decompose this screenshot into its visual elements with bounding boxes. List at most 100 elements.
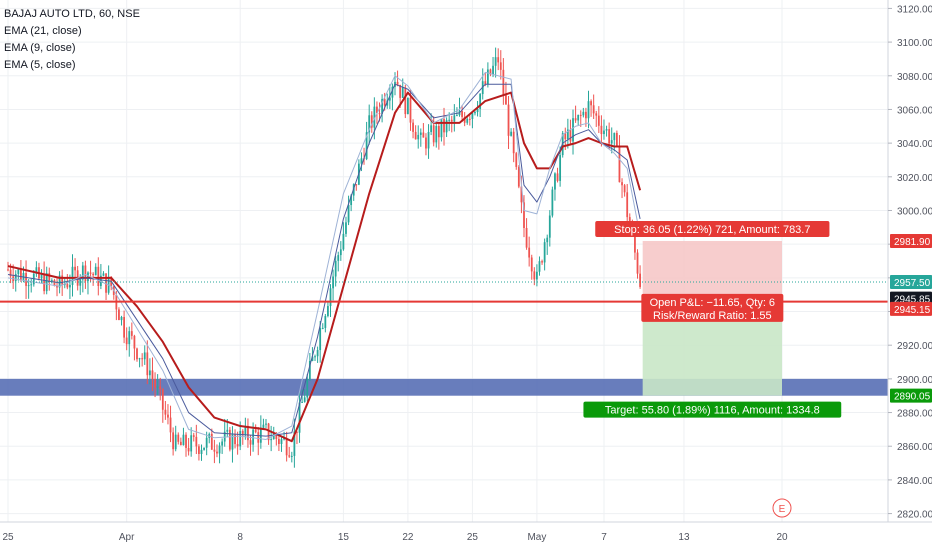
candle-body: [494, 57, 497, 66]
candle-body: [79, 279, 82, 286]
candle-body: [288, 455, 291, 457]
indicator-ema5[interactable]: EMA (5, close): [4, 59, 76, 71]
candle-body: [185, 434, 187, 448]
candle-body: [270, 439, 273, 441]
candle-body: [566, 129, 569, 140]
candle-body: [350, 195, 353, 206]
candle-body: [450, 119, 453, 122]
candle-body: [515, 153, 518, 167]
candle-body: [546, 237, 549, 243]
pnl-text: Open P&L: −11.65, Qty: 6: [650, 297, 775, 309]
candle-body: [146, 352, 149, 376]
candle-body: [474, 112, 476, 114]
candle-body: [167, 414, 169, 418]
price-tag-stop: 2981.90: [890, 233, 932, 248]
candle-body: [456, 115, 458, 117]
candle-body: [461, 111, 463, 117]
candle-body: [432, 125, 435, 143]
candle-body: [27, 285, 30, 287]
candle-body: [205, 437, 208, 448]
price-tag-bg: [890, 275, 932, 290]
candle-body: [133, 335, 136, 349]
candle-body: [56, 285, 58, 288]
candle-body: [159, 386, 162, 390]
candle-body: [603, 130, 605, 135]
price-tick-label: 3000.00: [897, 206, 932, 217]
candle-body: [182, 434, 185, 446]
candle-body: [234, 434, 236, 445]
candle-body: [239, 430, 242, 447]
candle-body: [154, 379, 156, 388]
candle-body: [195, 436, 198, 447]
candle-body: [445, 120, 448, 133]
candle-body: [404, 87, 407, 115]
symbol-title[interactable]: BAJAJ AUTO LTD, 60, NSE: [4, 8, 140, 20]
candle-body: [143, 352, 146, 360]
candle-body: [99, 275, 102, 286]
candle-body: [254, 429, 257, 433]
candle-body: [437, 126, 440, 138]
candle-body: [213, 449, 216, 452]
candle-body: [319, 328, 322, 351]
candle-body: [634, 233, 636, 253]
price-tick-label: 3120.00: [897, 4, 932, 15]
candle-body: [136, 348, 138, 360]
candle-body: [608, 129, 611, 144]
candle-body: [334, 260, 337, 277]
price-tick-label: 3100.00: [897, 38, 932, 49]
candle-body: [479, 94, 482, 109]
candle-body: [378, 113, 381, 115]
time-tick-label: 15: [338, 532, 350, 543]
candle-body: [396, 81, 399, 85]
price-tag-bg: [890, 233, 932, 248]
candle-body: [399, 84, 402, 98]
candle-body: [577, 114, 580, 121]
price-tag-text: 2957.50: [894, 278, 931, 289]
candle-body: [267, 423, 270, 441]
candle-body: [597, 115, 600, 126]
candle-body: [388, 97, 391, 101]
candle-body: [241, 430, 244, 436]
candle-body: [605, 129, 608, 131]
candle-body: [610, 140, 613, 144]
candle-body: [187, 447, 190, 452]
indicator-ema9[interactable]: EMA (9, close): [4, 42, 76, 54]
candle-body: [87, 272, 89, 282]
candle-body: [280, 439, 283, 444]
price-tick-label: 2880.00: [897, 409, 932, 420]
candle-body: [486, 69, 489, 85]
candle-body: [391, 86, 394, 98]
candle-body: [265, 423, 267, 425]
time-tick-label: 13: [678, 532, 690, 543]
candle-body: [141, 358, 144, 360]
candle-body: [497, 57, 500, 63]
candle-body: [412, 122, 414, 132]
candle-body: [595, 113, 598, 116]
candle-body: [536, 271, 538, 280]
candle-body: [25, 273, 27, 286]
candle-body: [252, 429, 254, 445]
candle-body: [327, 306, 329, 316]
candle-body: [636, 252, 639, 274]
price-tag-bg: [890, 388, 932, 403]
indicator-ema21[interactable]: EMA (21, close): [4, 25, 82, 37]
time-tick-label: 8: [237, 532, 243, 543]
candle-body: [626, 192, 629, 218]
candle-body: [471, 113, 474, 119]
candle-body: [383, 98, 386, 106]
candle-body: [569, 129, 572, 142]
candle-body: [618, 145, 621, 183]
candle-body: [590, 101, 592, 106]
price-tag-entry: 2945.15: [890, 301, 932, 316]
candle-body: [505, 95, 507, 105]
price-tick-label: 2860.00: [897, 442, 932, 453]
time-tick-label: 25: [467, 532, 479, 543]
candle-body: [283, 438, 285, 440]
candle-body: [530, 257, 533, 272]
candle-body: [321, 327, 324, 329]
candle-body: [308, 360, 311, 380]
